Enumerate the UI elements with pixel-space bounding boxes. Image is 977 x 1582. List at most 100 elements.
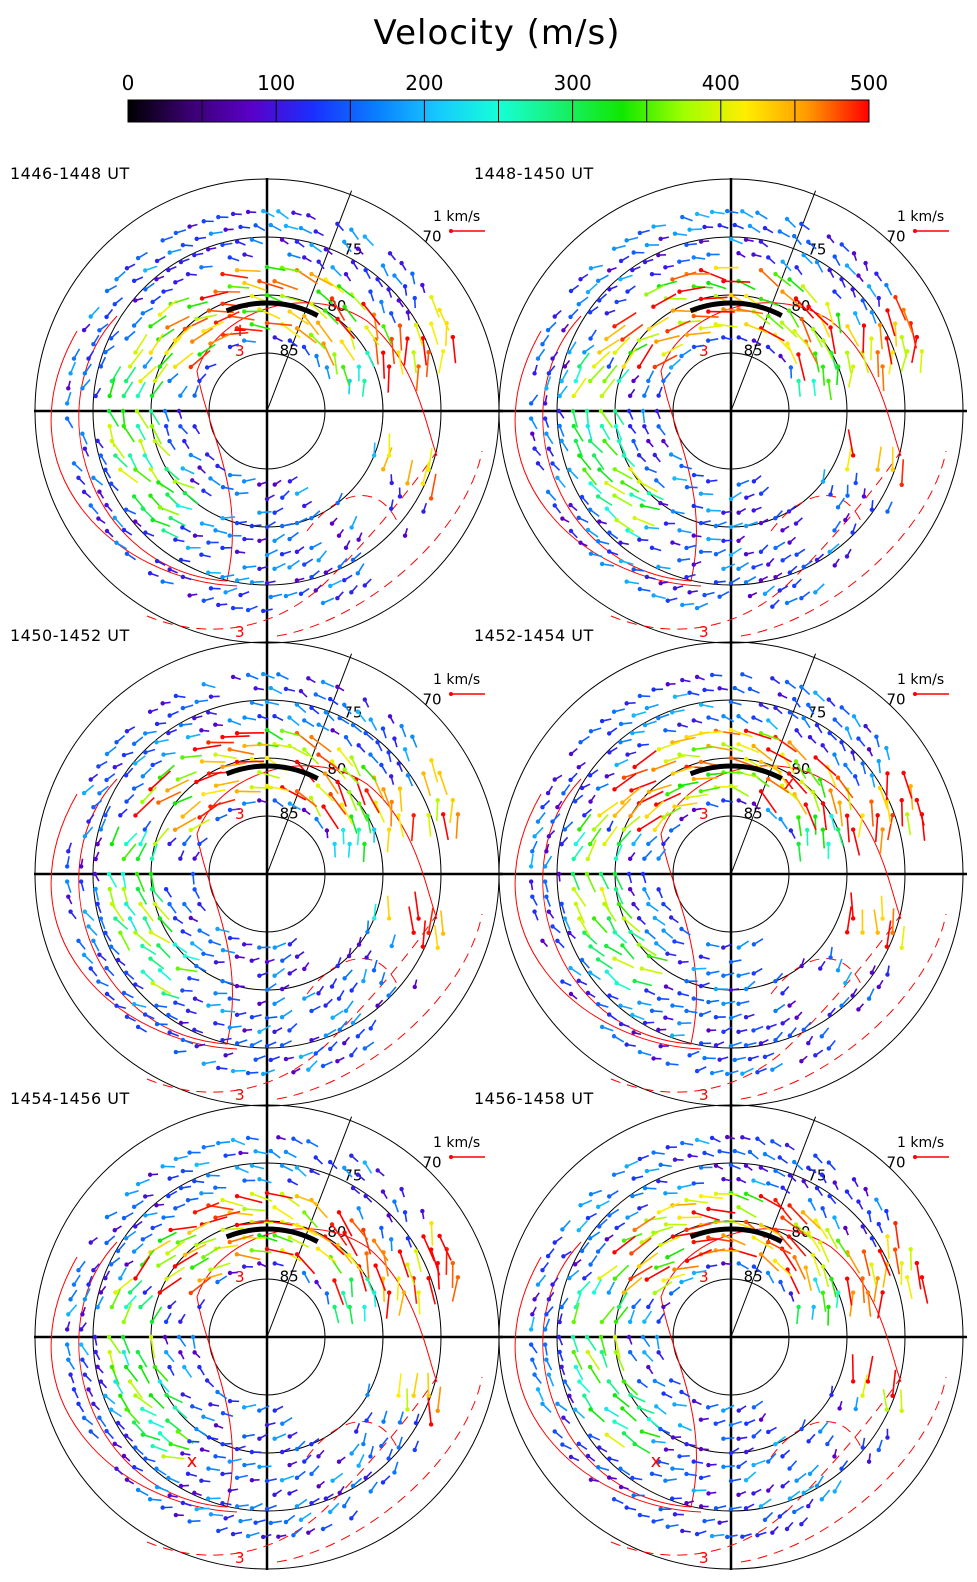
velocity-vector-dot xyxy=(150,762,155,768)
velocity-vector-dot xyxy=(540,1267,545,1273)
velocity-vector-dot xyxy=(542,1327,548,1332)
velocity-vector-dot xyxy=(426,930,431,936)
velocity-vector-dot xyxy=(437,1233,442,1239)
velocity-vector-dot xyxy=(751,1462,756,1468)
velocity-vector-dot xyxy=(884,944,890,949)
velocity-vector-dot xyxy=(588,481,593,486)
velocity-vector-dot xyxy=(709,672,715,678)
velocity-vector xyxy=(222,1227,244,1231)
velocity-vector-dot xyxy=(249,1506,255,1511)
velocity-vector-dot xyxy=(405,1262,410,1267)
velocity-vector xyxy=(641,1230,661,1244)
velocity-vector xyxy=(715,323,738,328)
velocity-vector xyxy=(648,316,670,330)
velocity-vector xyxy=(406,459,414,484)
velocity-vector-dot xyxy=(684,1197,689,1203)
velocity-vector-dot xyxy=(294,789,300,794)
velocity-vector-dot xyxy=(279,523,285,529)
velocity-vector xyxy=(614,410,625,426)
velocity-vector-dot xyxy=(107,886,112,892)
velocity-vector-dot xyxy=(402,747,408,752)
velocity-vector-dot xyxy=(103,349,108,355)
velocity-vector-dot xyxy=(253,686,258,691)
velocity-vector-dot xyxy=(93,1349,98,1355)
velocity-vector-dot xyxy=(755,210,760,215)
velocity-vector-dot xyxy=(197,465,202,470)
velocity-vector-dot xyxy=(261,1071,266,1077)
velocity-vector-dot xyxy=(165,1418,170,1423)
velocity-vector xyxy=(251,323,271,330)
velocity-vector-dot xyxy=(301,807,307,813)
velocity-vector-dot xyxy=(713,1421,718,1426)
velocity-vector xyxy=(310,303,328,320)
velocity-vector-dot xyxy=(559,378,564,384)
velocity-vector-dot xyxy=(806,767,811,772)
velocity-vector-dot xyxy=(178,722,184,728)
velocity-vector xyxy=(837,314,842,334)
velocity-vector-dot xyxy=(669,1033,675,1038)
velocity-vector-dot xyxy=(220,978,225,984)
velocity-vector-dot xyxy=(691,718,696,723)
velocity-vector-dot xyxy=(850,287,855,292)
velocity-vector-dot xyxy=(114,1003,119,1008)
velocity-vector xyxy=(575,1292,582,1308)
velocity-vector xyxy=(700,324,723,330)
velocity-vector-dot xyxy=(629,788,634,793)
velocity-vector-dot xyxy=(792,696,797,702)
velocity-vector-dot xyxy=(626,871,632,877)
radar-arc xyxy=(225,763,319,781)
velocity-vector-dot xyxy=(560,516,565,521)
velocity-vector xyxy=(575,1366,584,1381)
velocity-vector-dot xyxy=(784,679,790,685)
velocity-vector-dot xyxy=(172,801,178,806)
velocity-vector-dot xyxy=(736,1408,741,1413)
velocity-vector xyxy=(829,327,837,354)
velocity-vector-dot xyxy=(698,1417,704,1422)
velocity-vector-dot xyxy=(844,554,850,559)
velocity-vector-dot xyxy=(161,1454,166,1459)
velocity-vector-dot xyxy=(559,841,564,847)
velocity-vector xyxy=(648,955,668,962)
velocity-vector-dot xyxy=(127,1290,133,1295)
velocity-vector xyxy=(621,481,640,493)
velocity-vector xyxy=(373,1292,377,1308)
velocity-vector-dot xyxy=(728,292,734,298)
velocity-vector-dot xyxy=(368,717,373,722)
velocity-vector xyxy=(350,816,358,835)
velocity-vector-dot xyxy=(780,1484,785,1489)
velocity-vector xyxy=(921,1277,929,1304)
velocity-vector-dot xyxy=(747,593,753,599)
velocity-vector-dot xyxy=(187,304,192,309)
velocity-vector xyxy=(111,1366,120,1386)
velocity-vector-dot xyxy=(283,223,289,229)
velocity-vector-dot xyxy=(624,1164,629,1169)
velocity-vector xyxy=(451,1277,459,1302)
velocity-vector-dot xyxy=(557,393,562,399)
velocity-vector-dot xyxy=(820,827,826,832)
contour-solid xyxy=(542,1228,902,1508)
velocity-vector-dot xyxy=(721,798,726,803)
velocity-vector-dot xyxy=(818,1429,823,1434)
velocity-vector-dot xyxy=(577,1379,582,1384)
velocity-vector xyxy=(614,1394,630,1408)
velocity-vector-dot xyxy=(736,1436,741,1441)
velocity-vector-dot xyxy=(679,463,684,469)
velocity-vector-dot xyxy=(826,234,832,239)
velocity-vector-dot xyxy=(98,1379,104,1384)
latitude-label: 85 xyxy=(744,805,763,823)
velocity-vector-dot xyxy=(661,1391,666,1396)
velocity-vector xyxy=(134,1394,153,1409)
velocity-vector-dot xyxy=(220,271,225,277)
velocity-vector-dot xyxy=(178,557,184,563)
velocity-vector xyxy=(593,917,608,934)
velocity-vector-dot xyxy=(713,986,719,992)
velocity-vector-dot xyxy=(148,324,153,329)
velocity-vector xyxy=(646,800,665,818)
radar-arc xyxy=(689,300,783,318)
velocity-vector xyxy=(861,1278,866,1304)
velocity-vector-dot xyxy=(276,1534,281,1539)
velocity-vector-dot xyxy=(632,978,637,984)
velocity-vector xyxy=(229,285,250,289)
velocity-vector-dot xyxy=(204,365,210,370)
velocity-vector-dot xyxy=(167,1364,172,1370)
